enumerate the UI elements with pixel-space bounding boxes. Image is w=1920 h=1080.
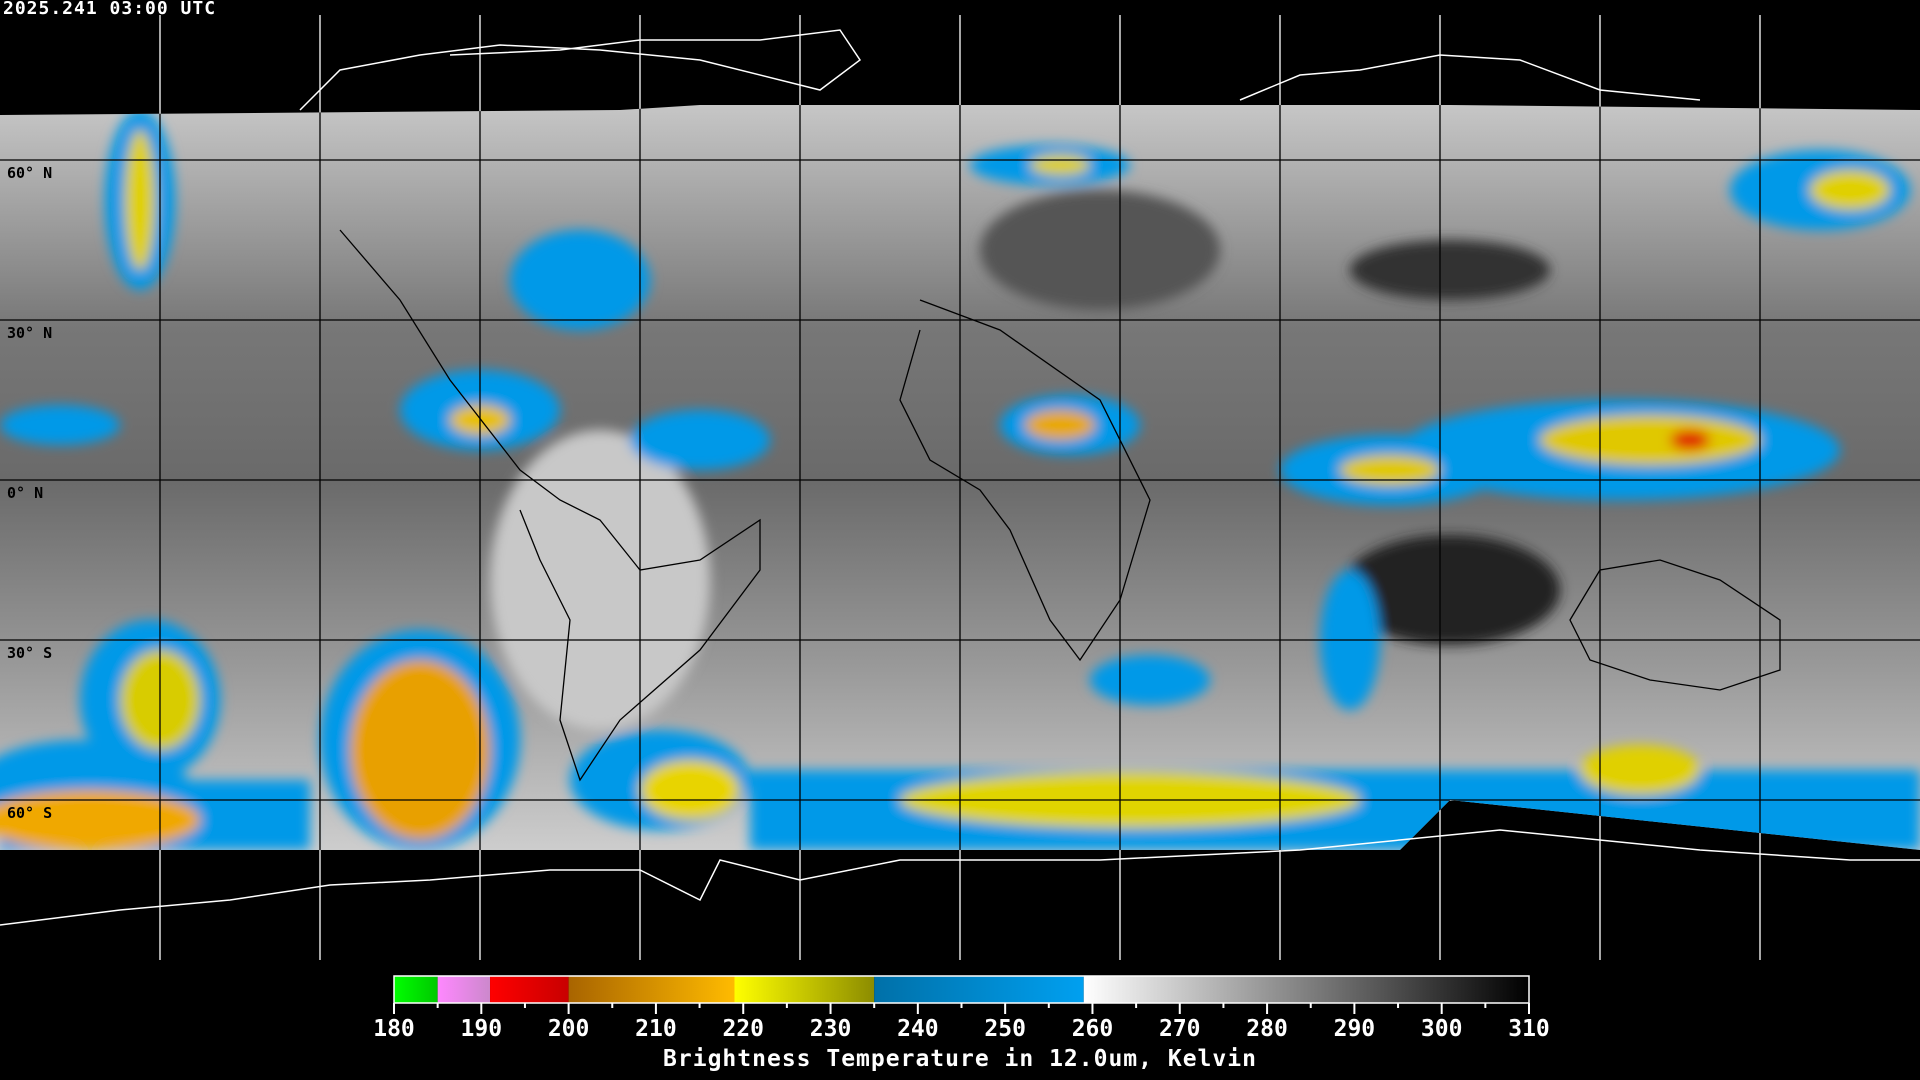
colorbar-tick-label: 300	[1421, 1016, 1463, 1042]
coastlines-dark	[339, 229, 1781, 782]
colorbar-segment	[874, 976, 1084, 1003]
colorbar-tick-label: 220	[722, 1016, 764, 1042]
satellite-map	[0, 0, 1920, 960]
colorbar-segment	[1083, 976, 1529, 1003]
colorbar: 180 190 200 210 220 230 240 250 260 270 280 290 300 3…	[373, 975, 1550, 1042]
lat-label-30s: 30° S	[7, 644, 53, 662]
timestamp-label: 2025.241 03:00 UTC	[3, 0, 217, 19]
colorbar-title: Brightness Temperature in 12.0um, Kelvin	[663, 1046, 1257, 1072]
colorbar-tick-label: 270	[1159, 1016, 1201, 1042]
colorbar-tick-label: 190	[461, 1016, 503, 1042]
colorbar-tick-label: 260	[1072, 1016, 1114, 1042]
lat-label-60s: 60° S	[7, 804, 53, 822]
colorbar-segment	[734, 976, 875, 1003]
lat-label-60n: 60° N	[7, 164, 53, 182]
colorbar-tick-label: 310	[1508, 1016, 1550, 1042]
colorbar-tick-label: 250	[984, 1016, 1026, 1042]
colorbar-tick-label: 210	[635, 1016, 677, 1042]
coastlines	[0, 29, 1920, 926]
colorbar-segment	[490, 976, 569, 1003]
colorbar-tick-label: 240	[897, 1016, 939, 1042]
colorbar-tick-label: 180	[373, 1016, 415, 1042]
colorbar-tick-label: 200	[548, 1016, 590, 1042]
lat-label-0n: 0° N	[7, 484, 44, 502]
colorbar-segment	[394, 976, 438, 1003]
colorbar-tick-label: 230	[810, 1016, 852, 1042]
colorbar-segment	[437, 976, 491, 1003]
lat-label-30n: 30° N	[7, 324, 53, 342]
graticule-inner	[0, 0, 1920, 960]
colorbar-segment	[568, 976, 735, 1003]
colorbar-tick-label: 280	[1246, 1016, 1288, 1042]
colorbar-tick-label: 290	[1334, 1016, 1376, 1042]
